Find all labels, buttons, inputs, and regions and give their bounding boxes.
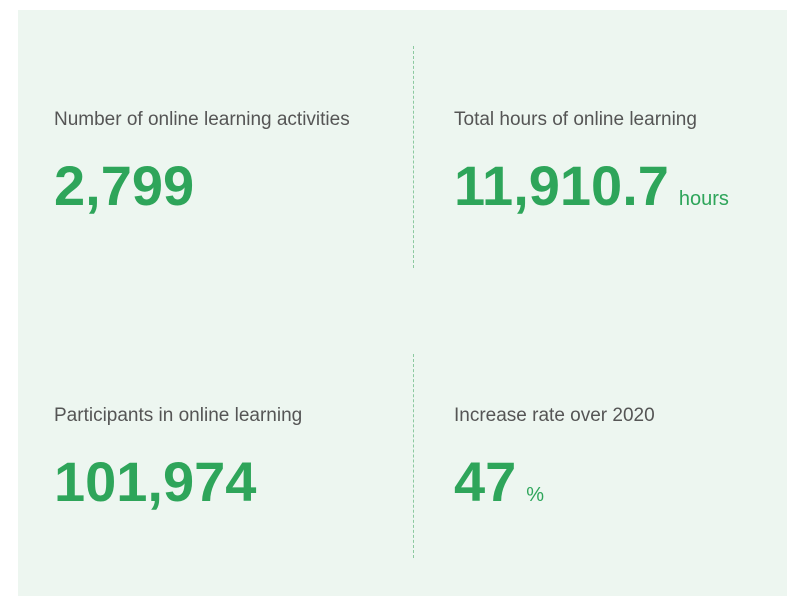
stat-label: Increase rate over 2020 <box>454 405 655 426</box>
stat: Increase rate over 2020 47% <box>454 405 655 514</box>
stat-label: Total hours of online learning <box>454 109 697 130</box>
stat-unit: % <box>526 484 545 506</box>
stat-value: 47 <box>454 450 517 513</box>
divider <box>413 46 414 268</box>
stat-value: 101,974 <box>54 450 257 513</box>
stat: Number of online learning activities 2,7… <box>54 109 350 218</box>
divider <box>413 354 414 558</box>
stat-label: Participants in online learning <box>54 405 303 426</box>
stat-label: Number of online learning activities <box>54 109 350 130</box>
stat: Participants in online learning 101,974 <box>54 405 302 514</box>
stats-panel: Number of online learning activities 2,7… <box>18 10 787 596</box>
stat-value: 11,910.7 <box>454 154 669 217</box>
stat-unit: hours <box>678 188 729 210</box>
stat-value: 2,799 <box>54 154 195 217</box>
stat: Total hours of online learning 11,910.7 h… <box>454 109 729 218</box>
